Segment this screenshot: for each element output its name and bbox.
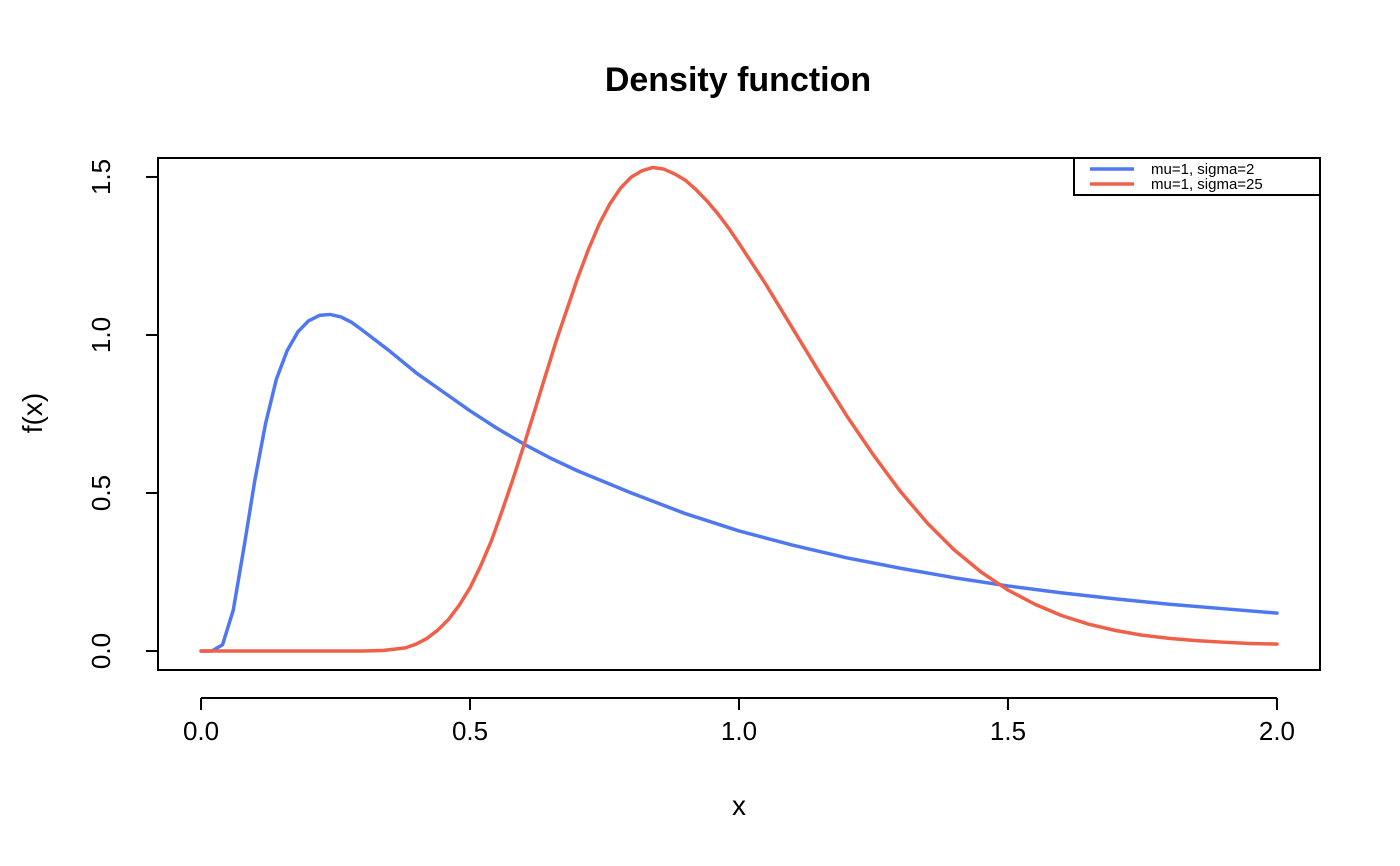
series-line-1 <box>199 312 1279 653</box>
y-tick-label: 1.0 <box>86 317 116 353</box>
x-axis: 0.0 0.5 1.0 1.5 2.0 <box>183 697 1295 746</box>
y-axis: 0.0 0.5 1.0 1.5 <box>86 159 159 669</box>
x-tick-label: 0.0 <box>183 716 219 746</box>
legend-label-2: mu=1, sigma=25 <box>1151 176 1263 193</box>
x-axis-label: x <box>732 790 746 821</box>
legend: mu=1, sigma=2mu=1, sigma=25 <box>1073 157 1321 196</box>
y-tick-label: 1.5 <box>86 159 116 195</box>
series-layer <box>199 165 1279 653</box>
x-tick-label: 1.5 <box>990 716 1026 746</box>
x-tick-label: 1.0 <box>721 716 757 746</box>
legend-box <box>1073 157 1321 196</box>
y-axis-label: f(x) <box>17 393 48 433</box>
x-tick-label: 0.5 <box>452 716 488 746</box>
plot-frame <box>157 157 1321 671</box>
x-tick-label: 2.0 <box>1259 716 1295 746</box>
legend-label-1: mu=1, sigma=2 <box>1151 161 1254 178</box>
y-tick-label: 0.5 <box>86 475 116 511</box>
series-line-2 <box>199 165 1279 653</box>
y-tick-label: 0.0 <box>86 633 116 669</box>
chart-title: Density function <box>605 61 871 99</box>
